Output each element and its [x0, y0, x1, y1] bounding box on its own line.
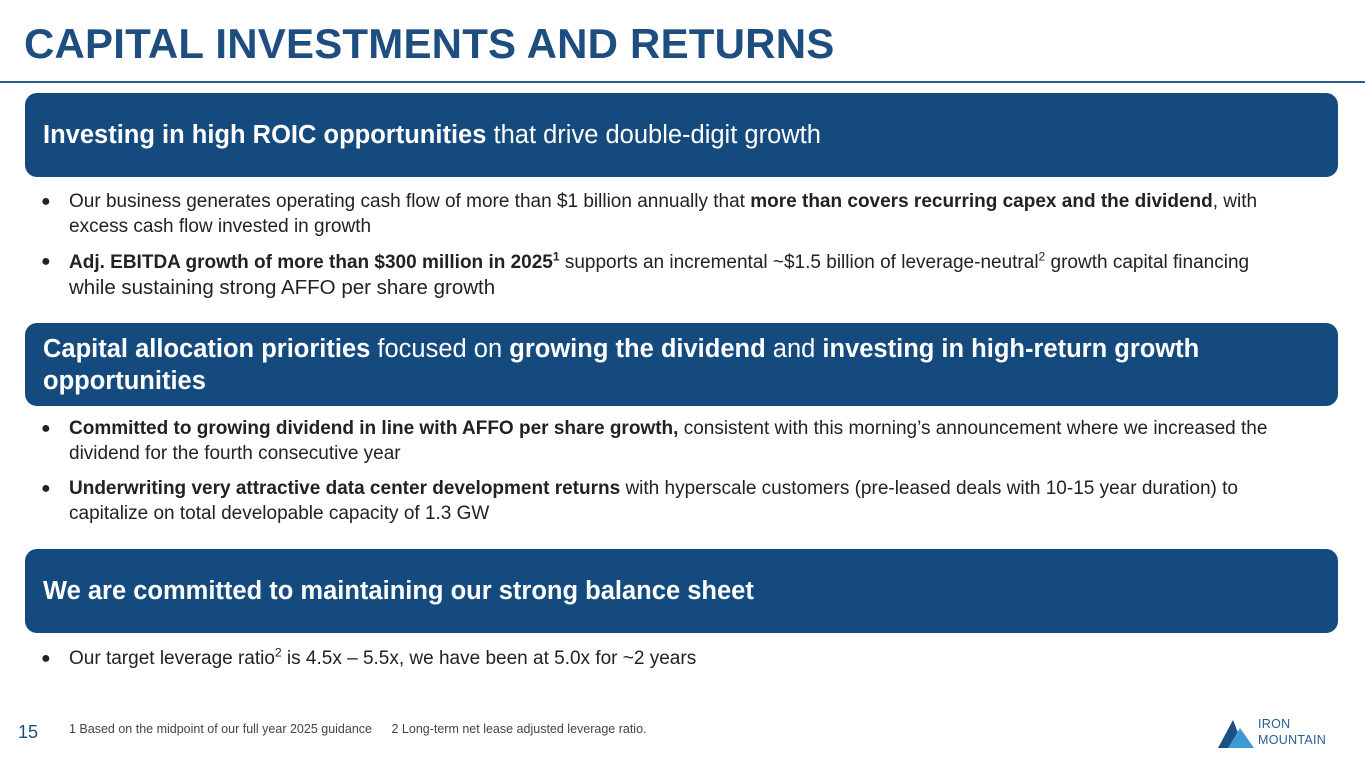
- bullet-dot-icon: ●: [41, 480, 51, 497]
- banner-text: We are committed to maintaining our stro…: [43, 575, 754, 607]
- text-run: Committed to growing dividend in line wi…: [69, 418, 679, 439]
- text-run: growing the dividend: [509, 334, 766, 363]
- bullet-item: ● Underwriting very attractive data cente…: [41, 476, 1291, 526]
- text-run: We are committed to maintaining our stro…: [43, 577, 754, 605]
- footnotes: 1 Based on the midpoint of our full year…: [69, 722, 647, 736]
- footnote-ref: 1: [552, 249, 560, 264]
- text-run: Our target leverage ratio: [69, 648, 275, 669]
- footnote-2: 2 Long-term net lease adjusted leverage …: [391, 722, 647, 736]
- text-run: consistent with this morning’s announcem…: [69, 418, 1268, 464]
- section-banner-roic: Investing in high ROIC opportunities tha…: [25, 93, 1338, 177]
- page-number: 15: [18, 722, 39, 742]
- bullet-item: ● Our business generates operating cash f…: [41, 189, 1291, 239]
- text-run: Adj. EBITDA growth of more than $300 mil…: [69, 252, 553, 273]
- text-run: Capital allocation priorities: [43, 334, 371, 363]
- bullet-dot-icon: ●: [41, 253, 51, 270]
- banner-text: Investing in high ROIC opportunities tha…: [43, 119, 821, 151]
- text-run: focused on: [370, 334, 510, 363]
- title-divider: [0, 81, 1365, 83]
- bullet-list-roic: ● Our business generates operating cash f…: [41, 189, 1291, 311]
- text-run: Underwriting very attractive data center…: [69, 478, 621, 499]
- text-run: that drive double-digit growth: [486, 121, 821, 149]
- text-run: investing in high-return growth opportun…: [43, 334, 1200, 395]
- banner-text: Capital allocation priorities focused on…: [43, 333, 1320, 397]
- text-run: with hyperscale customers (pre-leased de…: [69, 478, 1238, 524]
- text-run: growth capital financing: [1045, 252, 1250, 273]
- text-run: while sustaining strong AFFO per share g…: [69, 276, 496, 299]
- section-banner-capital-allocation: Capital allocation priorities focused on…: [25, 323, 1338, 406]
- text-run: and: [765, 334, 823, 363]
- text-run: Investing in high ROIC opportunities: [43, 121, 487, 149]
- bullet-item: ● Committed to growing dividend in line w…: [41, 416, 1291, 466]
- footnote-ref: 2: [274, 645, 282, 660]
- footnote-1: 1 Based on the midpoint of our full year…: [69, 722, 372, 736]
- bullet-dot-icon: ●: [41, 193, 51, 210]
- bullet-item: ● Adj. EBITDA growth of more than $300 mi…: [41, 249, 1291, 301]
- text-run: Our business generates operating cash fl…: [69, 191, 751, 212]
- logo-text-line2: MOUNTAIN: [1258, 733, 1327, 747]
- footnote-ref: 2: [1038, 249, 1046, 264]
- bullet-item: ● Our target leverage ratio2 is 4.5x – 5.…: [41, 646, 1291, 671]
- section-banner-balance-sheet: We are committed to maintaining our stro…: [25, 549, 1338, 633]
- bullet-dot-icon: ●: [41, 420, 51, 437]
- text-run: is 4.5x – 5.5x, we have been at 5.0x for…: [281, 648, 697, 669]
- bullet-list-capital-allocation: ● Committed to growing dividend in line w…: [41, 416, 1291, 536]
- bullet-dot-icon: ●: [41, 650, 51, 667]
- text-run: more than covers recurring capex and the…: [750, 191, 1213, 212]
- page-title: CAPITAL INVESTMENTS AND RETURNS: [24, 20, 835, 67]
- iron-mountain-logo: IRON MOUNTAIN: [1216, 714, 1346, 754]
- logo-text-line1: IRON: [1258, 717, 1291, 731]
- text-run: , with excess cash flow invested in grow…: [69, 191, 1258, 237]
- bullet-list-balance-sheet: ● Our target leverage ratio2 is 4.5x – 5.…: [41, 646, 1291, 681]
- mountain-logo-icon: [1218, 720, 1254, 748]
- text-run: supports an incremental ~$1.5 billion of…: [559, 252, 1039, 273]
